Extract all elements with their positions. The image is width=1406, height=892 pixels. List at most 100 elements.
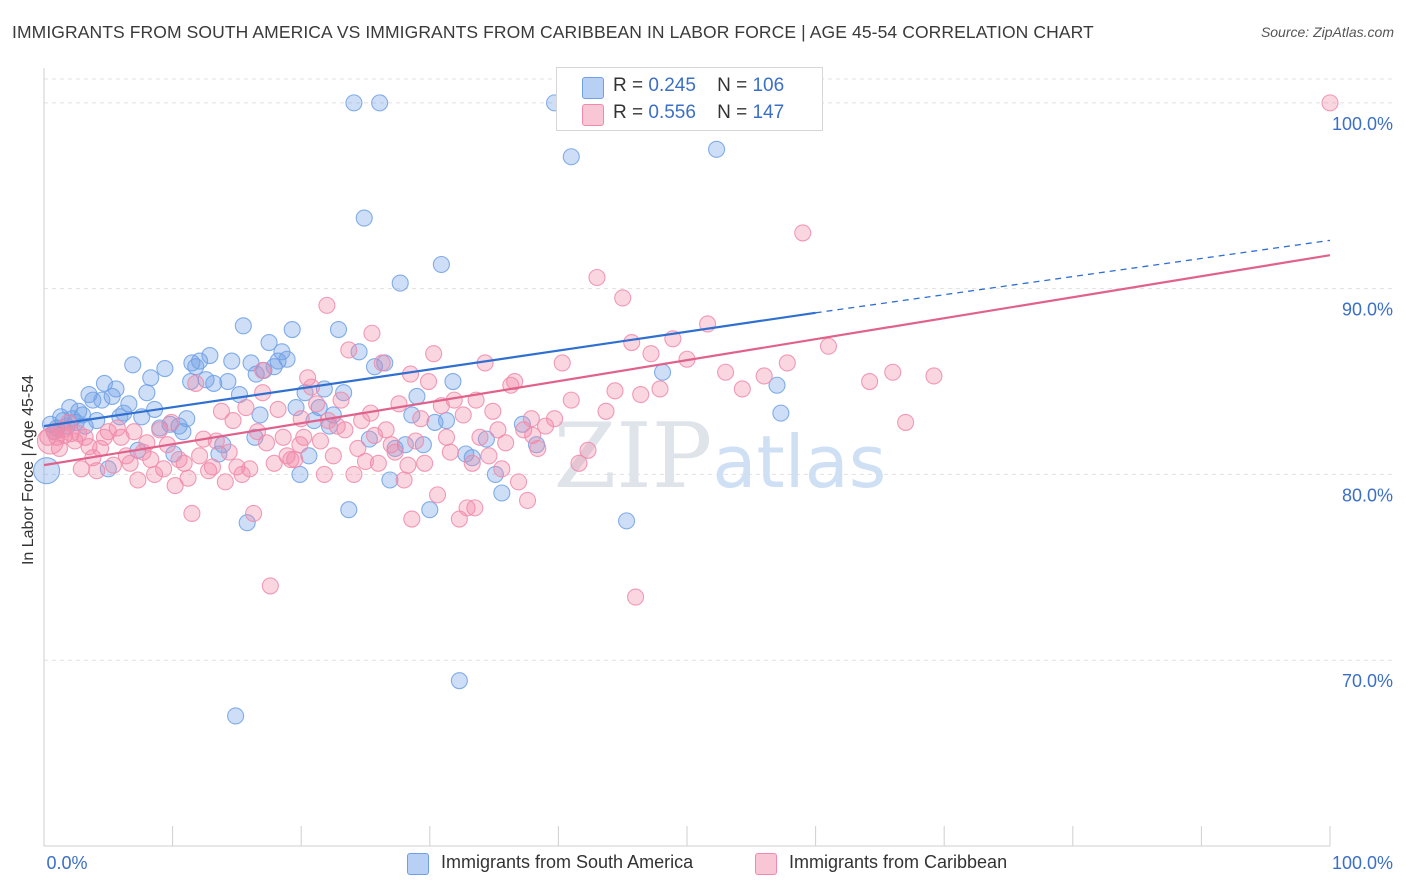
point-caribbean bbox=[627, 588, 645, 606]
point-south-america bbox=[260, 333, 278, 352]
watermark-atlas: atlas bbox=[712, 420, 886, 504]
point-caribbean bbox=[237, 399, 255, 417]
caribbean-swatch bbox=[582, 104, 604, 126]
point-caribbean bbox=[416, 454, 434, 472]
point-caribbean bbox=[441, 443, 459, 461]
point-caribbean bbox=[76, 428, 94, 446]
y-tick-label: 90.0% bbox=[1342, 300, 1393, 320]
point-south-america bbox=[197, 371, 215, 389]
point-caribbean bbox=[269, 400, 287, 418]
point-caribbean bbox=[717, 363, 735, 381]
point-south-america bbox=[61, 399, 79, 417]
point-caribbean bbox=[632, 385, 650, 404]
point-caribbean bbox=[545, 410, 564, 428]
point-caribbean bbox=[884, 363, 902, 381]
point-caribbean bbox=[108, 419, 126, 437]
point-caribbean bbox=[257, 434, 276, 452]
point-south-america bbox=[421, 501, 439, 519]
point-south-america bbox=[205, 374, 223, 392]
point-south-america bbox=[156, 359, 174, 378]
point-caribbean bbox=[146, 465, 164, 483]
point-south-america bbox=[278, 350, 296, 368]
point-south-america bbox=[251, 406, 269, 424]
point-caribbean bbox=[187, 374, 205, 392]
point-south-america bbox=[450, 672, 468, 690]
point-caribbean bbox=[155, 460, 173, 478]
point-south-america bbox=[93, 391, 111, 409]
point-caribbean bbox=[399, 456, 417, 474]
point-caribbean bbox=[50, 439, 68, 457]
point-caribbean bbox=[386, 443, 404, 461]
point-caribbean bbox=[412, 410, 430, 428]
south-america-legend-swatch bbox=[407, 853, 429, 875]
trend-line-south-america bbox=[43, 311, 816, 428]
point-caribbean bbox=[463, 454, 481, 472]
point-south-america bbox=[437, 412, 456, 430]
trend-lines bbox=[43, 239, 1331, 467]
point-caribbean bbox=[191, 447, 209, 465]
point-caribbean bbox=[315, 465, 333, 483]
point-caribbean bbox=[642, 345, 660, 363]
point-south-america bbox=[124, 356, 142, 374]
point-caribbean bbox=[183, 504, 201, 522]
point-caribbean bbox=[212, 402, 231, 420]
point-caribbean bbox=[493, 460, 511, 478]
point-caribbean bbox=[733, 380, 751, 398]
point-caribbean bbox=[88, 462, 106, 480]
x-tick-label: 0.0% bbox=[46, 853, 87, 873]
point-caribbean bbox=[466, 499, 484, 517]
point-caribbean bbox=[295, 428, 313, 446]
south-america-swatch bbox=[582, 77, 604, 99]
point-caribbean bbox=[484, 402, 502, 420]
point-caribbean bbox=[162, 413, 180, 431]
point-south-america bbox=[234, 317, 252, 335]
point-south-america bbox=[381, 471, 399, 489]
point-caribbean bbox=[897, 413, 915, 431]
point-caribbean bbox=[112, 428, 130, 446]
point-caribbean bbox=[265, 454, 283, 472]
point-caribbean bbox=[588, 268, 606, 287]
chart-title: IMMIGRANTS FROM SOUTH AMERICA VS IMMIGRA… bbox=[12, 22, 1094, 42]
point-caribbean bbox=[529, 439, 547, 457]
point-south-america bbox=[355, 209, 373, 227]
point-caribbean bbox=[403, 510, 421, 528]
point-caribbean bbox=[570, 454, 588, 472]
point-caribbean bbox=[925, 367, 943, 385]
tick-labels: 70.0% 80.0% 90.0% 100.0% 0.0% 100.0% bbox=[46, 114, 1393, 873]
point-caribbean bbox=[175, 454, 193, 472]
point-caribbean bbox=[651, 380, 669, 398]
point-south-america bbox=[463, 449, 481, 467]
point-caribbean bbox=[241, 460, 259, 478]
point-caribbean bbox=[614, 289, 632, 307]
point-south-america bbox=[772, 404, 790, 422]
point-caribbean bbox=[356, 452, 375, 470]
point-caribbean bbox=[471, 428, 489, 446]
point-caribbean bbox=[311, 432, 330, 450]
n-label: N = bbox=[717, 102, 748, 123]
point-caribbean bbox=[349, 439, 367, 457]
point-south-america bbox=[178, 410, 196, 428]
point-caribbean bbox=[299, 369, 317, 387]
source-label: Source: ZipAtlas.com bbox=[1260, 24, 1394, 40]
point-caribbean bbox=[1321, 94, 1339, 112]
point-caribbean bbox=[340, 341, 358, 359]
point-south-america bbox=[562, 148, 580, 166]
point-south-america bbox=[340, 501, 358, 519]
r-value: 0.245 bbox=[648, 75, 696, 96]
point-caribbean bbox=[509, 473, 528, 491]
point-south-america bbox=[120, 395, 138, 413]
point-caribbean bbox=[480, 447, 498, 465]
trend-line-caribbean bbox=[43, 254, 1331, 467]
point-caribbean bbox=[224, 412, 242, 430]
point-caribbean bbox=[419, 372, 438, 391]
point-caribbean bbox=[407, 432, 425, 450]
axes bbox=[43, 68, 1331, 847]
point-south-america bbox=[371, 94, 389, 112]
point-south-america bbox=[238, 514, 256, 532]
point-south-america bbox=[174, 423, 192, 441]
point-caribbean bbox=[104, 456, 122, 474]
point-south-america bbox=[138, 384, 156, 402]
point-caribbean bbox=[282, 451, 300, 469]
point-south-america bbox=[391, 274, 409, 292]
